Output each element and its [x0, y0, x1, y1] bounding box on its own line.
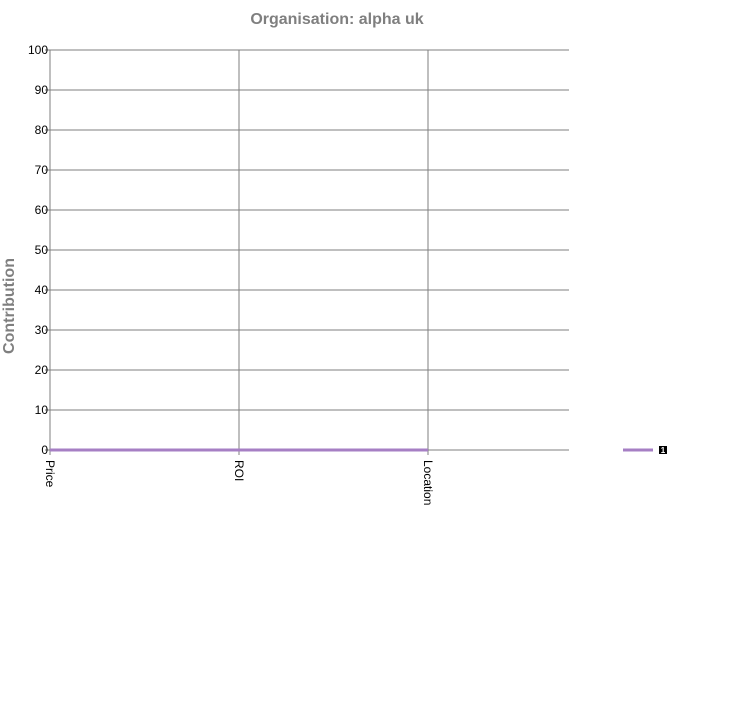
- chart-title: Organisation: alpha uk: [250, 11, 423, 28]
- legend[interactable]: 1: [623, 446, 667, 455]
- y-tick-label: 70: [35, 163, 49, 177]
- y-tick-label: 10: [35, 403, 49, 417]
- y-tick-label: 30: [35, 323, 49, 337]
- legend-marker: [659, 446, 667, 454]
- x-tick-label: ROI: [232, 460, 246, 481]
- y-tick-label: 20: [35, 363, 49, 377]
- grid: [45, 49, 569, 455]
- y-tick-label: 40: [35, 283, 49, 297]
- x-tick-label: Location: [421, 460, 435, 505]
- y-tick-label: 90: [35, 83, 49, 97]
- y-tick-label: 100: [28, 43, 48, 57]
- x-axis-ticks: Price ROI Location: [43, 460, 435, 505]
- y-tick-label: 80: [35, 123, 49, 137]
- y-tick-label: 0: [41, 443, 48, 457]
- y-tick-label: 60: [35, 203, 49, 217]
- y-tick-label: 50: [35, 243, 49, 257]
- legend-label: 1: [661, 446, 666, 455]
- x-tick-label: Price: [43, 460, 57, 488]
- y-axis-ticks: 0 10 20 30 40 50 60 70 80 90 100: [28, 43, 48, 457]
- y-axis-label: Contribution: [1, 258, 18, 354]
